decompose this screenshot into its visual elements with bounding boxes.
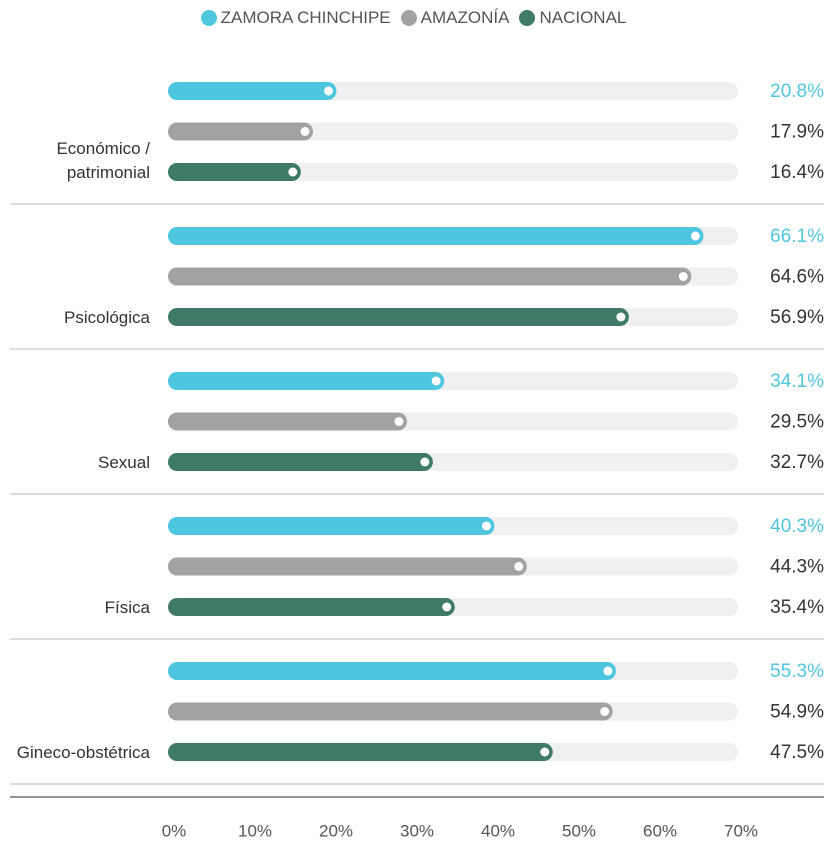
legend-label: ZAMORA CHINCHIPE <box>220 8 391 27</box>
bar <box>168 453 433 471</box>
bar <box>168 557 527 576</box>
value-label: 64.6% <box>770 267 824 288</box>
value-label: 16.4% <box>770 162 824 183</box>
bar-end-dot <box>600 707 610 716</box>
bar-end-dot <box>514 562 524 571</box>
bar-end-dot <box>394 417 404 426</box>
x-tick-label: 10% <box>238 821 272 840</box>
bar <box>168 598 455 616</box>
bar <box>168 412 407 431</box>
bar-track <box>168 163 738 181</box>
category-label: Gineco-obstétrica <box>16 743 150 762</box>
x-tick-label: 60% <box>643 821 677 840</box>
value-label: 55.3% <box>770 661 824 682</box>
bar <box>168 82 337 100</box>
bar-end-dot <box>690 231 700 241</box>
bar-end-dot <box>431 376 441 386</box>
value-label: 56.9% <box>770 307 824 328</box>
x-tick-label: 30% <box>400 821 434 840</box>
bar <box>168 308 629 326</box>
bar <box>168 122 313 141</box>
value-label: 44.3% <box>770 557 824 578</box>
bar <box>168 517 495 535</box>
bar <box>168 227 704 245</box>
bar <box>168 662 616 680</box>
bar-end-dot <box>442 602 452 612</box>
legend-item: NACIONAL <box>519 8 626 28</box>
value-label: 29.5% <box>770 412 824 433</box>
value-label: 47.5% <box>770 742 824 763</box>
x-tick-label: 0% <box>162 821 187 840</box>
bar-end-dot <box>481 521 491 531</box>
legend-label: NACIONAL <box>539 8 627 27</box>
legend-item: ZAMORA CHINCHIPE <box>200 8 391 28</box>
value-label: 54.9% <box>770 702 824 723</box>
legend-swatch <box>200 10 217 26</box>
x-tick-label: 70% <box>724 821 758 840</box>
bar <box>168 702 613 721</box>
value-label: 17.9% <box>770 122 824 143</box>
value-label: 35.4% <box>770 597 824 618</box>
bar-end-dot <box>616 312 626 322</box>
bar-end-dot <box>300 127 310 136</box>
value-label: 66.1% <box>770 226 824 247</box>
legend-swatch <box>400 10 417 26</box>
x-tick-label: 20% <box>319 821 353 840</box>
category-label: Económico / patrimonial <box>56 139 150 182</box>
legend-item: AMAZONÍA <box>400 8 510 28</box>
bar-end-dot <box>603 666 613 676</box>
bar <box>168 163 301 181</box>
value-label: 32.7% <box>770 452 824 473</box>
legend: ZAMORA CHINCHIPE AMAZONÍA NACIONAL <box>0 8 827 28</box>
legend-swatch <box>519 10 536 26</box>
category-label: Física <box>104 598 150 617</box>
bar-end-dot <box>420 457 430 467</box>
bar-end-dot <box>288 167 298 177</box>
bar-end-dot <box>323 86 333 96</box>
legend-label: AMAZONÍA <box>420 8 510 27</box>
bar-end-dot <box>540 747 550 757</box>
x-tick-label: 50% <box>562 821 596 840</box>
category-label: Psicológica <box>64 308 150 327</box>
x-tick-label: 40% <box>481 821 515 840</box>
category-label: Sexual <box>98 453 150 472</box>
value-label: 20.8% <box>770 81 824 102</box>
value-label: 34.1% <box>770 371 824 392</box>
bar <box>168 743 553 761</box>
bar <box>168 267 692 286</box>
bar <box>168 372 445 390</box>
bar-end-dot <box>678 272 688 281</box>
value-label: 40.3% <box>770 516 824 537</box>
